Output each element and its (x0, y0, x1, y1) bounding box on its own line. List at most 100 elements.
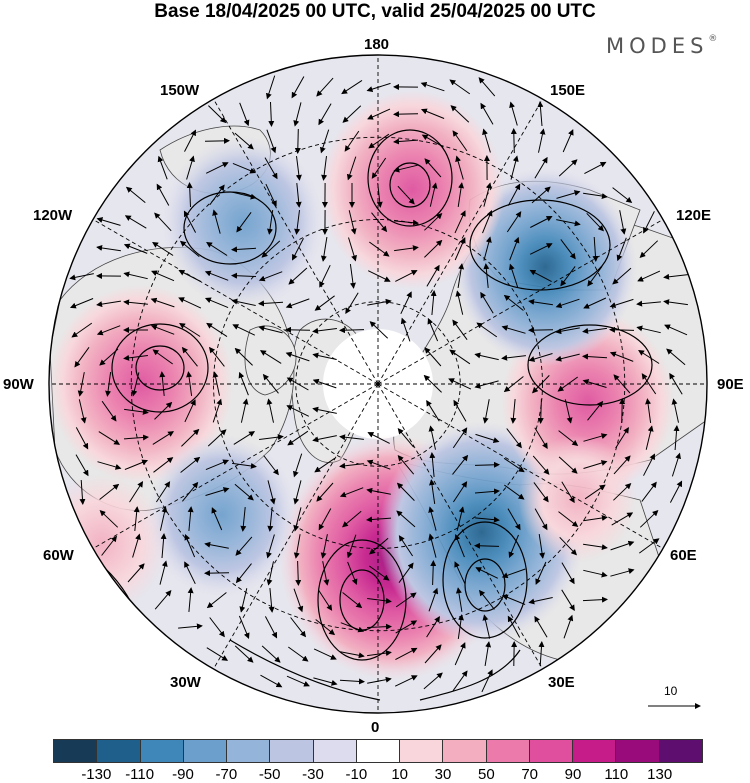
lon-label-0: 0 (371, 719, 380, 736)
wind-vector-214 (423, 374, 442, 393)
wind-vector-411 (340, 651, 365, 659)
wind-vector-350 (538, 534, 546, 559)
wind-vector-270 (153, 457, 174, 473)
wind-vector-254 (339, 434, 364, 441)
wind-vector-20 (509, 101, 518, 126)
wind-vector-89 (530, 216, 553, 228)
wind-vector-227 (154, 401, 173, 420)
wind-vector-384 (428, 587, 439, 612)
wind-vector-322 (342, 510, 362, 528)
wind-vector-303 (429, 479, 436, 504)
wind-vector-160 (663, 299, 688, 306)
wind-vector-258 (452, 427, 468, 449)
wind-vector-196 (474, 352, 499, 361)
wind-vector-361 (295, 560, 302, 586)
wind-vector-390 (582, 596, 608, 603)
wind-vector-75 (154, 212, 172, 232)
wind-vector-312 (669, 480, 683, 503)
wind-vector-331 (583, 515, 608, 522)
wind-vector-427 (481, 669, 493, 693)
wind-vector-349 (508, 534, 519, 559)
colorbar-swatch-5 (270, 739, 314, 763)
wind-vector-123 (288, 267, 308, 285)
wind-vector-252 (287, 430, 309, 446)
wind-vector-150 (400, 291, 412, 315)
wind-vector-375 (187, 587, 194, 612)
wind-vector-101 (292, 238, 304, 261)
wind-vector-282 (474, 461, 500, 468)
wind-vector-239 (564, 399, 573, 424)
wind-vector-58 (232, 191, 257, 200)
wind-vector-353 (610, 540, 635, 551)
wind-vector-23 (204, 137, 230, 144)
wind-vector-130 (483, 263, 490, 288)
meridian-150 (377, 98, 543, 385)
wind-vector-291 (99, 483, 120, 500)
wind-vector-382 (367, 597, 392, 604)
wind-vector-8 (478, 77, 496, 97)
wind-vector-70 (556, 190, 581, 199)
wind-vector-174 (427, 317, 439, 342)
wind-vector-41 (264, 157, 278, 180)
wind-vector-261 (534, 427, 548, 450)
wind-vector-0 (265, 75, 276, 100)
contour-lines (59, 129, 653, 701)
wind-vector-318 (240, 507, 247, 532)
colorbar-swatch-14 (659, 739, 703, 763)
wind-vector-13 (318, 103, 332, 126)
wind-vector-380 (317, 589, 333, 611)
wind-vector-124 (319, 264, 331, 288)
wind-vector-82 (348, 210, 357, 235)
wind-vector-15 (367, 108, 391, 120)
wind-vector-231 (266, 398, 274, 423)
wind-vector-9 (208, 105, 227, 124)
wind-vector-59 (265, 183, 277, 207)
wind-vector-128 (426, 264, 440, 287)
wind-vector-53 (584, 161, 607, 175)
colorbar-swatch-12 (573, 739, 617, 763)
wind-vector-357 (184, 561, 196, 585)
wind-vector-232 (286, 405, 310, 417)
wind-vector-165 (179, 322, 201, 337)
wind-vector-27 (319, 129, 330, 154)
wind-vector-113 (616, 237, 627, 262)
wind-vector-398 (366, 623, 392, 630)
wind-vector-194 (424, 347, 442, 367)
wind-vector-412 (367, 650, 392, 657)
wind-vector-336 (160, 533, 167, 559)
wind-vector-169 (285, 326, 311, 333)
wind-vector-172 (369, 321, 389, 339)
wind-vector-342 (320, 534, 328, 559)
wind-vector-356 (159, 560, 168, 585)
wind-vector-396 (315, 619, 336, 636)
wind-vector-374 (154, 590, 172, 610)
wind-vector-208 (186, 371, 193, 396)
wind-vector-259 (475, 433, 500, 443)
wind-vector-267 (75, 454, 89, 477)
wind-vector-332 (611, 512, 634, 526)
wind-vector-359 (235, 563, 252, 584)
wind-vector-403 (507, 615, 521, 638)
wind-vector-55 (156, 183, 170, 206)
wind-vector-119 (178, 270, 201, 282)
wind-vector-244 (75, 427, 89, 450)
wind-vector-74 (124, 215, 147, 229)
colorbar-swatch-11 (529, 739, 574, 763)
wind-vector-117 (123, 271, 148, 280)
wind-vector-414 (424, 644, 442, 664)
colorbar-tick-label: -90 (172, 766, 194, 783)
wind-vector-235 (453, 399, 467, 422)
wind-vector-400 (426, 616, 440, 638)
wind-vector-79 (267, 210, 274, 235)
wind-vector-379 (293, 588, 304, 613)
wind-vector-139 (96, 300, 121, 308)
wind-vector-300 (339, 487, 364, 498)
wind-vector-315 (159, 506, 168, 531)
map-title: Base 18/04/2025 00 UTC, valid 25/04/2025… (154, 1, 596, 22)
wind-vector-39 (205, 162, 229, 174)
wind-vector-87 (482, 209, 493, 234)
wind-vector-395 (290, 617, 307, 638)
wind-vector-1 (291, 76, 305, 99)
wind-vector-335 (132, 533, 141, 558)
colorbar-tick-label: -50 (258, 766, 281, 783)
